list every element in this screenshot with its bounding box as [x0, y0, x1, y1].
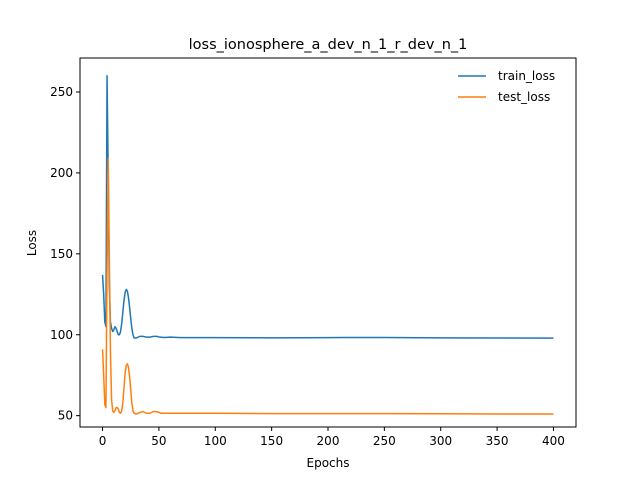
y-tick-label: 250: [50, 85, 73, 99]
x-tick-label: 100: [204, 434, 227, 448]
y-tick-label: 50: [58, 409, 73, 423]
legend: train_loss test_loss: [458, 69, 555, 104]
x-tick-label: 300: [429, 434, 452, 448]
chart-title: loss_ionosphere_a_dev_n_1_r_dev_n_1: [189, 37, 468, 53]
legend-label-train_loss: train_loss: [498, 69, 555, 83]
x-axis: 0 50 100 150 200 250 300 350 400: [99, 427, 565, 448]
y-tick-label: 200: [50, 166, 73, 180]
x-tick-label: 350: [486, 434, 509, 448]
series-line-test_loss: [101, 157, 554, 415]
x-axis-label: Epochs: [307, 456, 350, 470]
x-tick-label: 250: [373, 434, 396, 448]
x-tick-label: 200: [317, 434, 340, 448]
legend-label-test_loss: test_loss: [498, 90, 550, 104]
y-tick-label: 100: [50, 328, 73, 342]
x-tick-label: 50: [151, 434, 166, 448]
y-tick-label: 150: [50, 247, 73, 261]
y-axis-label: Loss: [25, 230, 39, 256]
x-tick-label: 0: [99, 434, 107, 448]
series-layer: [101, 75, 554, 415]
series-line-train_loss: [101, 75, 554, 339]
y-axis: 50 100 150 200 250: [50, 85, 80, 423]
x-tick-label: 400: [542, 434, 565, 448]
x-tick-label: 150: [260, 434, 283, 448]
